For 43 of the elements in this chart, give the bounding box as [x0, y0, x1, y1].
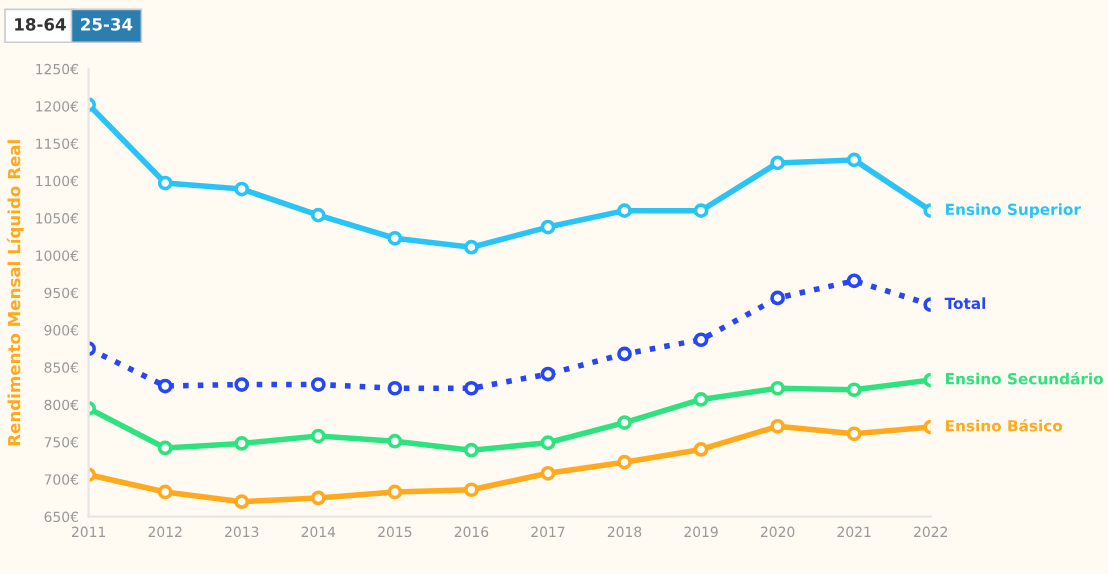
point — [770, 380, 785, 396]
text: 18-64 — [15, 18, 66, 31]
point — [846, 273, 862, 289]
point — [310, 207, 326, 223]
point — [157, 378, 173, 394]
point — [310, 428, 326, 444]
y-axis-title: Rendimento Mensal Líquido Real — [6, 140, 24, 446]
point — [387, 484, 403, 500]
point — [617, 454, 632, 470]
point — [846, 152, 862, 168]
point — [617, 203, 632, 219]
point — [464, 482, 479, 498]
point — [540, 366, 556, 382]
text: 25-34 — [81, 18, 133, 31]
point — [693, 442, 709, 457]
point — [464, 239, 479, 255]
point — [310, 377, 326, 392]
point — [387, 433, 403, 449]
point — [464, 442, 479, 458]
point — [770, 418, 785, 434]
point — [310, 490, 326, 506]
point — [234, 377, 250, 392]
point — [387, 230, 403, 246]
point — [693, 332, 709, 348]
point — [770, 155, 785, 171]
point — [157, 484, 173, 500]
point — [617, 415, 632, 430]
point — [693, 392, 709, 407]
point — [234, 181, 250, 197]
point — [234, 436, 250, 451]
point — [540, 219, 556, 235]
point — [846, 426, 862, 442]
point — [464, 380, 479, 396]
point — [540, 435, 556, 451]
point — [157, 175, 173, 191]
point — [846, 382, 862, 398]
point — [157, 440, 173, 456]
point — [617, 346, 632, 362]
point — [540, 465, 556, 481]
point — [234, 494, 250, 510]
point — [770, 290, 785, 306]
point — [387, 380, 403, 396]
point — [693, 203, 709, 219]
